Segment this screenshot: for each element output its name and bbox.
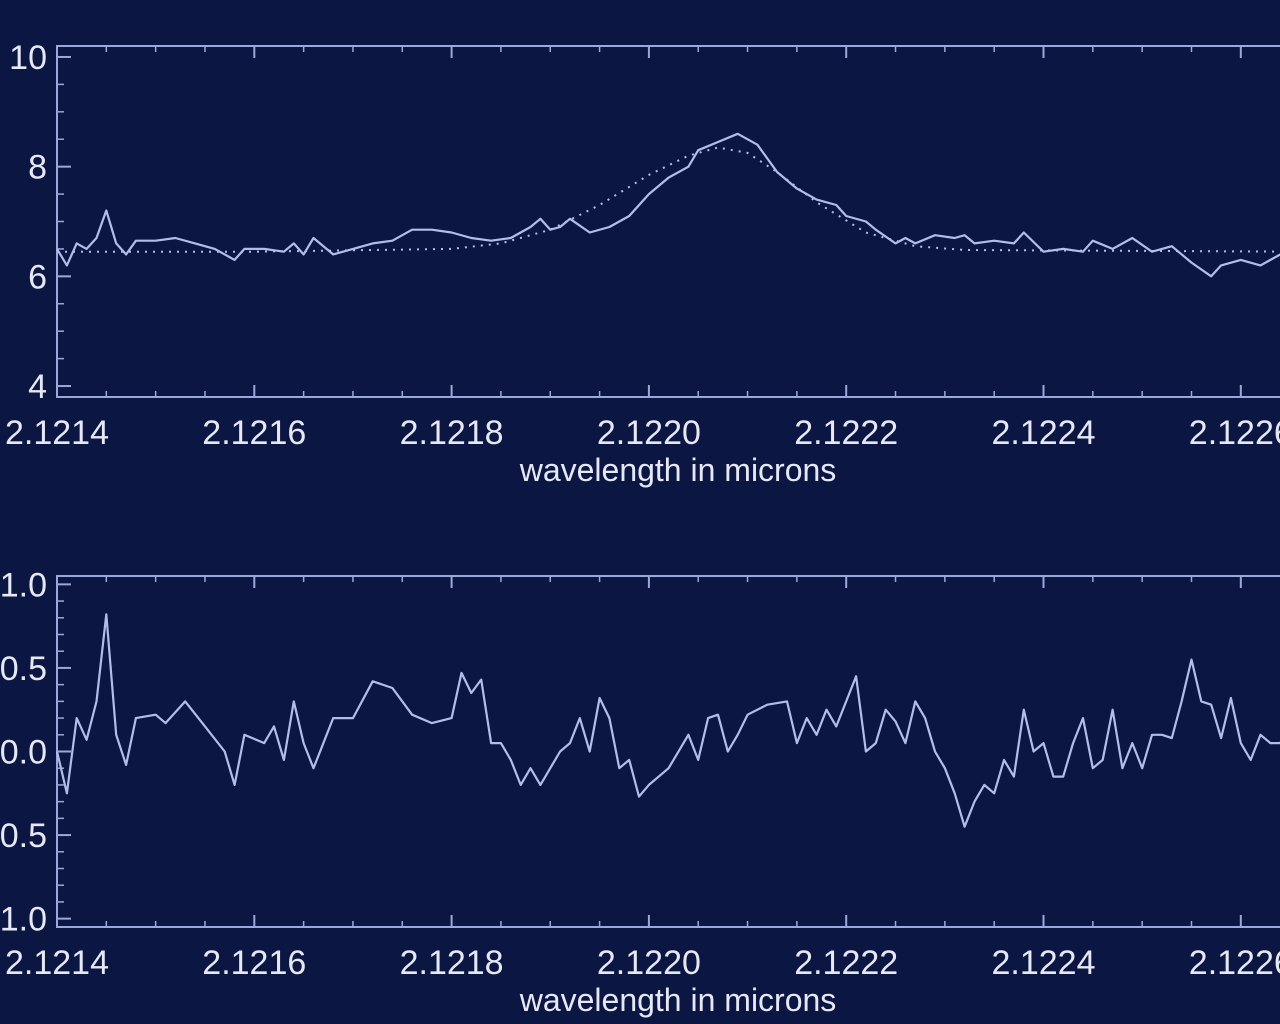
spectrum-y-tick-label: 4: [28, 368, 47, 406]
residual-x-tick-label: 2.1222: [794, 944, 898, 982]
spectrum-data-line: [56, 132, 1280, 278]
spectrum-x-tick-label: 2.1218: [400, 414, 504, 452]
residual-y-tick-label: 1.0: [0, 566, 47, 604]
residual-x-tick-label: 2.1226: [1189, 944, 1280, 982]
residual-x-tick-label: 2.1214: [5, 944, 109, 982]
spectrum-tick-labels: 2.1214 2.1216 2.1218 2.1220 2.1222 2.1224 2.12…: [5, 39, 1280, 452]
spectrum-panel: 2.1214 2.1216 2.1218 2.1220 2.1222 2.1224 2.12…: [5, 39, 1280, 488]
residual-y-tick-label: 0.0: [0, 734, 47, 772]
residual-panel: 2.1214 2.1216 2.1218 2.1220 2.1222 2.1224 2.12…: [0, 566, 1280, 1018]
residual-x-tick-label: 2.1218: [400, 944, 504, 982]
residual-y-tick-label: 1.0: [0, 901, 47, 939]
spectrum-y-tick-label: 8: [28, 149, 47, 187]
spectrum-x-tick-label: 2.1220: [597, 414, 701, 452]
residual-data-line: [55, 613, 1280, 828]
residual-x-axis-label: wavelength in microns: [519, 982, 837, 1018]
residual-y-tick-label: 0.5: [0, 817, 47, 855]
residual-tick-labels: 2.1214 2.1216 2.1218 2.1220 2.1222 2.1224 2.12…: [0, 566, 1280, 982]
residual-x-tick-label: 2.1220: [597, 944, 701, 982]
spectrum-x-axis-label: wavelength in microns: [519, 452, 837, 488]
residual-y-tick-label: 0.5: [0, 650, 47, 688]
spectrum-x-tick-label: 2.1226: [1189, 414, 1280, 452]
spectrum-y-tick-label: 10: [9, 39, 47, 77]
spectrum-x-tick-label: 2.1224: [992, 414, 1096, 452]
spectrum-x-tick-label: 2.1216: [202, 414, 306, 452]
spectrum-series: [56, 132, 1280, 278]
spectrum-y-tick-label: 6: [28, 258, 47, 296]
spectrum-x-tick-label: 2.1222: [794, 414, 898, 452]
residual-series: [55, 613, 1280, 828]
residual-x-tick-label: 2.1216: [202, 944, 306, 982]
spectrum-x-tick-label: 2.1214: [5, 414, 109, 452]
spectrum-fit-line: [57, 146, 1280, 253]
residual-x-tick-label: 2.1224: [992, 944, 1096, 982]
spectrum-axes: [56, 45, 1280, 398]
